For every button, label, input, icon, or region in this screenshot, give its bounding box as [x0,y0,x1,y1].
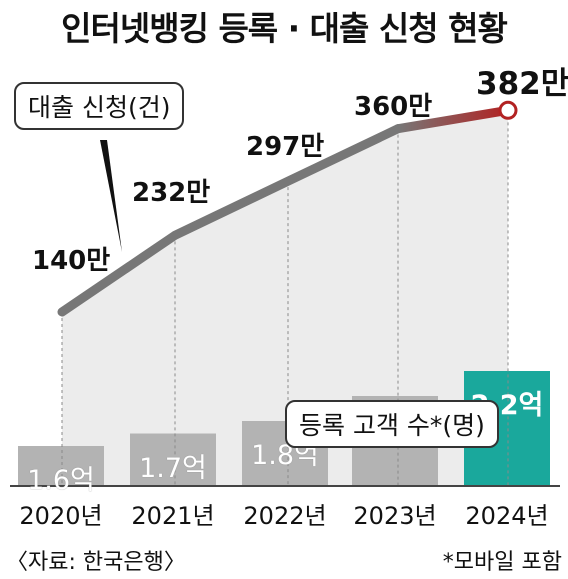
line-series-highlight [393,105,513,134]
line-layer [57,100,518,317]
bar-value-label: 1.7억 [139,452,207,484]
area-layer [62,110,508,487]
bar-2021년 [130,433,216,486]
line-legend-box: 대출 신청(건) [14,82,185,130]
bar-legend-label: 등록 고객 수*(명) [299,411,485,440]
legend-pointer [100,140,122,252]
line-value-label: 232만 [132,178,211,208]
line-area-fill [62,110,508,487]
line-value-label: 360만 [354,92,433,122]
line-series [57,124,403,317]
line-value-label: 140만 [32,246,111,276]
bar-value-label: 1.6억 [27,465,95,496]
x-tick-label: 2021년 [131,502,215,530]
source-note: 〈자료: 한국은행〉 [6,550,186,575]
bar-2020년 [18,446,104,486]
line-legend-label: 대출 신청(건) [28,93,171,122]
x-tick-label: 2020년 [19,502,103,530]
line-value-label: 382만 [476,66,568,102]
x-tick-label: 2023년 [353,502,437,530]
footnote: *모바일 포함 [442,550,562,575]
x-tick-label: 2024년 [465,502,549,530]
bar-legend-box: 등록 고객 수*(명) [285,400,499,448]
chart-title: 인터넷뱅킹 등록 · 대출 신청 현황 [61,9,508,48]
line-value-label: 297만 [246,132,325,162]
x-tick-label: 2022년 [243,502,327,530]
line-end-marker [498,100,518,120]
